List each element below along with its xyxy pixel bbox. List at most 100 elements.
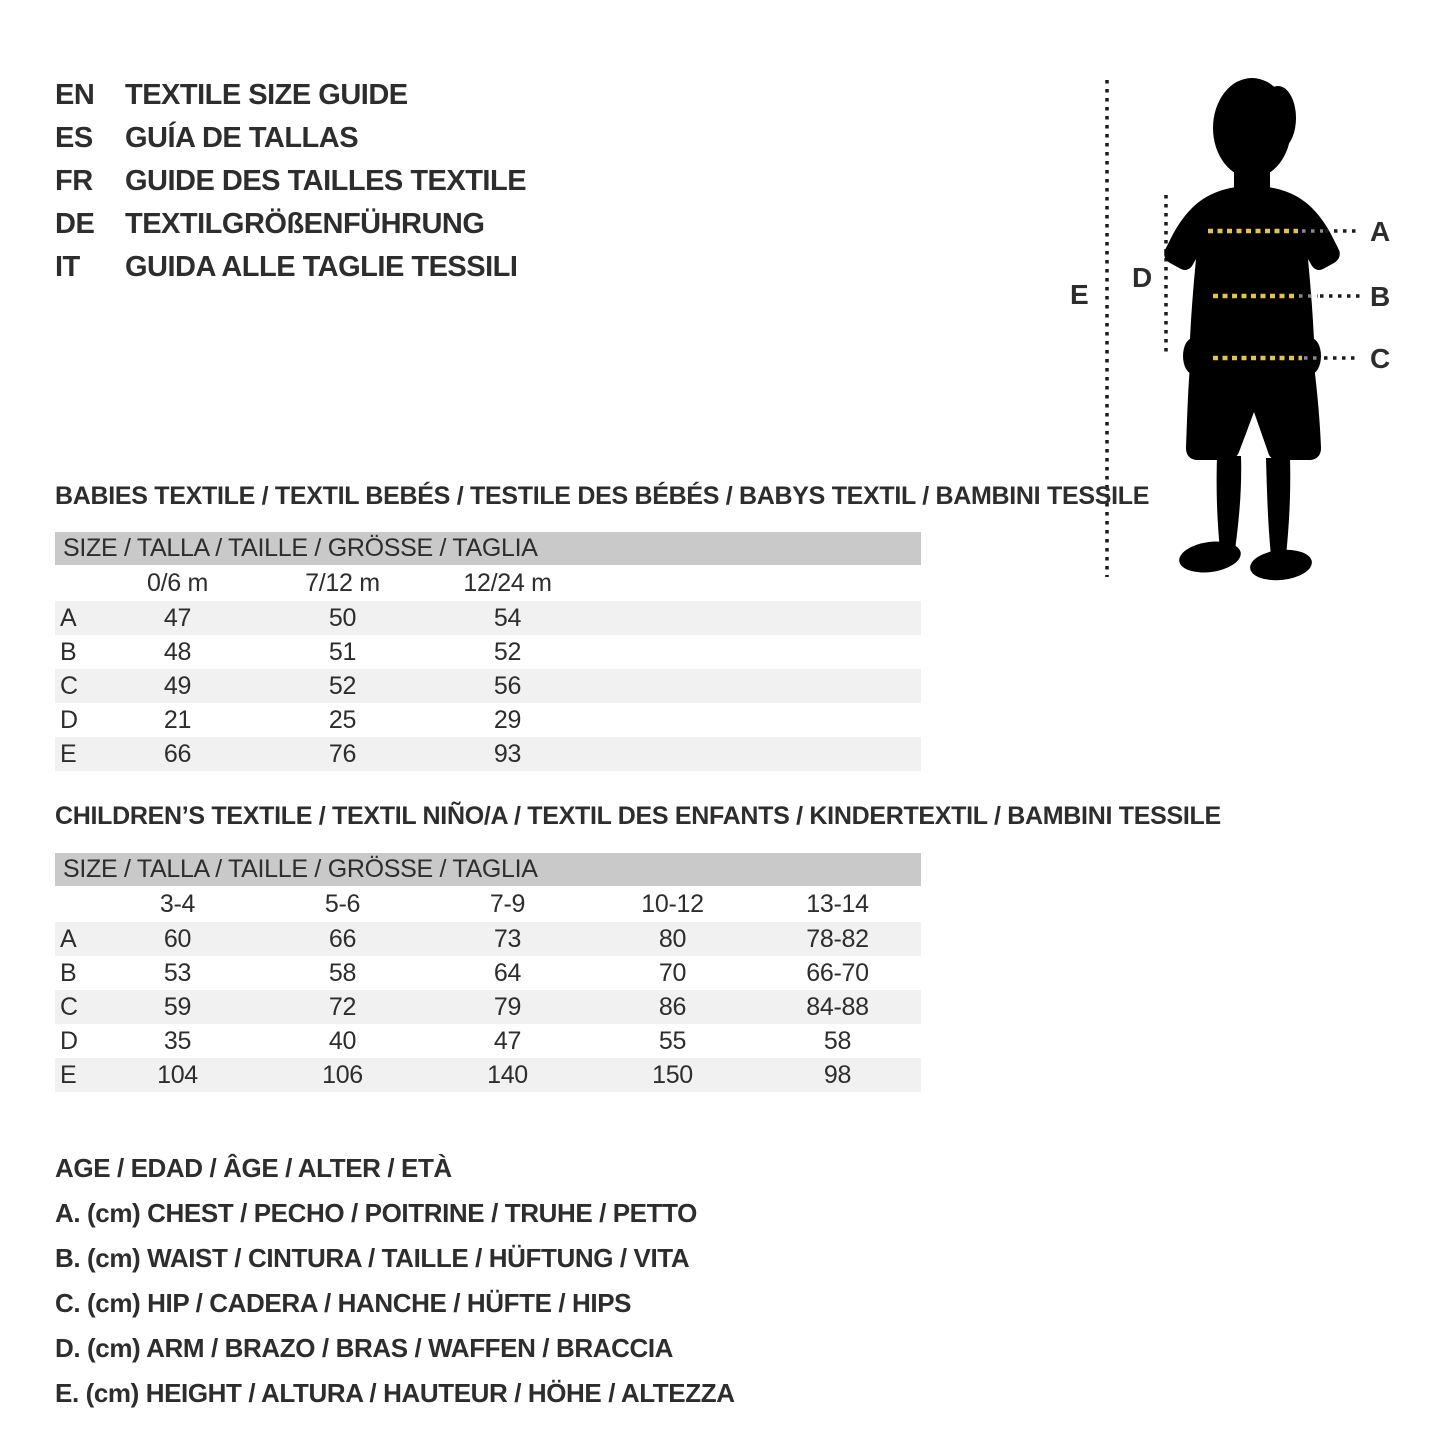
lang-row-it: IT GUIDA ALLE TAGLIE TESSILI xyxy=(55,246,526,289)
guide-title: GUIDA ALLE TAGLIE TESSILI xyxy=(125,251,518,283)
silhouette-left-shoe xyxy=(1179,541,1241,573)
table-cell: 150 xyxy=(652,1060,693,1089)
silhouette-left-leg xyxy=(1216,456,1242,550)
column-header: 5-6 xyxy=(324,889,361,918)
guide-title: TEXTILE SIZE GUIDE xyxy=(125,79,408,111)
table-cell: 49 xyxy=(163,671,192,700)
table-cell: 29 xyxy=(493,705,522,734)
column-header: 7/12 m xyxy=(305,568,380,597)
table-cell: 84-88 xyxy=(806,992,869,1021)
table-cell: 66 xyxy=(328,924,357,953)
table-row: D 21 25 29 xyxy=(55,703,921,737)
table-cell: 25 xyxy=(328,705,357,734)
size-header-bar: SIZE / TALLA / TAILLE / GRÖSSE / TAGLIA xyxy=(55,853,921,886)
silhouette-shorts xyxy=(1186,365,1321,460)
table-cell: 47 xyxy=(163,603,192,632)
table-row: A 60 66 73 80 78-82 xyxy=(55,922,921,956)
row-label: C xyxy=(60,992,79,1021)
legend-line-age: AGE / EDAD / ÂGE / ALTER / ETÀ xyxy=(55,1153,452,1183)
column-header: 0/6 m xyxy=(146,568,209,597)
table-cell: 80 xyxy=(658,924,687,953)
table-cell: 50 xyxy=(328,603,357,632)
silhouette-hair xyxy=(1260,86,1296,150)
table-cell: 52 xyxy=(493,637,522,666)
table-row: B 53 58 64 70 66-70 xyxy=(55,956,921,990)
table-cell: 55 xyxy=(658,1026,687,1055)
table-cell: 66-70 xyxy=(806,958,869,987)
table-cell: 106 xyxy=(322,1060,363,1089)
row-label: E xyxy=(60,739,77,768)
marker-label-d: D xyxy=(1132,262,1152,293)
guide-title: GUÍA DE TALLAS xyxy=(125,122,359,154)
table-cell: 53 xyxy=(163,958,192,987)
table-cell: 78-82 xyxy=(806,924,869,953)
table-cell: 66 xyxy=(163,739,192,768)
column-header: 10-12 xyxy=(641,889,704,918)
table-cell: 54 xyxy=(493,603,522,632)
silhouette-right-leg xyxy=(1266,458,1291,556)
table-row: D 35 40 47 55 58 xyxy=(55,1024,921,1058)
table-cell: 59 xyxy=(163,992,192,1021)
row-label: B xyxy=(60,637,77,666)
row-label: A xyxy=(60,603,77,632)
table-cell: 60 xyxy=(163,924,192,953)
legend-line-chest: A. (cm) CHEST / PECHO / POITRINE / TRUHE… xyxy=(55,1198,697,1228)
table-cell: 93 xyxy=(493,739,522,768)
table-row: C 59 72 79 86 84-88 xyxy=(55,990,921,1024)
lang-row-es: ES GUÍA DE TALLAS xyxy=(55,117,526,160)
babies-table-title: BABIES TEXTILE / TEXTIL BEBÉS / TESTILE … xyxy=(55,482,1150,510)
column-header: 13-14 xyxy=(806,889,869,918)
lang-row-de: DE TEXTILGRÖßENFÜHRUNG xyxy=(55,203,526,246)
row-label: D xyxy=(60,705,79,734)
table-row: E 104 106 140 150 98 xyxy=(55,1058,921,1092)
table-cell: 47 xyxy=(493,1026,522,1055)
measurement-legend: AGE / EDAD / ÂGE / ALTER / ETÀ A. (cm) C… xyxy=(55,1146,735,1416)
lang-code: ES xyxy=(55,122,93,154)
babies-size-table: SIZE / TALLA / TAILLE / GRÖSSE / TAGLIA … xyxy=(55,532,921,771)
table-cell: 58 xyxy=(328,958,357,987)
table-cell: 140 xyxy=(487,1060,528,1089)
table-cell: 86 xyxy=(658,992,687,1021)
table-cell: 35 xyxy=(163,1026,192,1055)
table-cell: 104 xyxy=(157,1060,198,1089)
guide-title: TEXTILGRÖßENFÜHRUNG xyxy=(125,208,485,240)
column-header: 12/24 m xyxy=(463,568,552,597)
column-header-row: 3-4 5-6 7-9 10-12 13-14 xyxy=(55,886,921,922)
lang-code: FR xyxy=(55,165,93,197)
legend-line-waist: B. (cm) WAIST / CINTURA / TAILLE / HÜFTU… xyxy=(55,1243,690,1273)
legend-line-arm: D. (cm) ARM / BRAZO / BRAS / WAFFEN / BR… xyxy=(55,1333,674,1363)
legend-line-height: E. (cm) HEIGHT / ALTURA / HAUTEUR / HÖHE… xyxy=(55,1378,735,1408)
silhouette-right-shoe xyxy=(1250,549,1312,581)
table-cell: 73 xyxy=(493,924,522,953)
table-cell: 70 xyxy=(658,958,687,987)
lang-code: IT xyxy=(55,251,80,283)
lang-row-en: EN TEXTILE SIZE GUIDE xyxy=(55,74,526,117)
table-cell: 98 xyxy=(823,1060,852,1089)
column-header-row: 0/6 m 7/12 m 12/24 m xyxy=(55,565,921,601)
children-size-table: SIZE / TALLA / TAILLE / GRÖSSE / TAGLIA … xyxy=(55,853,921,1092)
table-row: A 47 50 54 xyxy=(55,601,921,635)
table-row: B 48 51 52 xyxy=(55,635,921,669)
table-cell: 76 xyxy=(328,739,357,768)
guide-title: GUIDE DES TAILLES TEXTILE xyxy=(125,165,527,197)
table-cell: 56 xyxy=(493,671,522,700)
language-header: EN TEXTILE SIZE GUIDE ES GUÍA DE TALLAS … xyxy=(55,74,527,289)
table-row: C 49 52 56 xyxy=(55,669,921,703)
table-cell: 64 xyxy=(493,958,522,987)
children-table-title: CHILDREN’S TEXTILE / TEXTIL NIÑO/A / TEX… xyxy=(55,802,1221,830)
marker-label-c: C xyxy=(1370,343,1390,374)
row-label: A xyxy=(60,924,77,953)
table-cell: 51 xyxy=(328,637,357,666)
table-cell: 52 xyxy=(328,671,357,700)
legend-line-hip: C. (cm) HIP / CADERA / HANCHE / HÜFTE / … xyxy=(55,1288,632,1318)
column-header: 7-9 xyxy=(489,889,526,918)
table-cell: 79 xyxy=(493,992,522,1021)
lang-code: EN xyxy=(55,79,95,111)
row-label: E xyxy=(60,1060,77,1089)
marker-label-b: B xyxy=(1370,281,1390,312)
table-cell: 58 xyxy=(823,1026,852,1055)
child-silhouette-figure: A B C D E xyxy=(1070,78,1390,581)
table-cell: 72 xyxy=(328,992,357,1021)
lang-row-fr: FR GUIDE DES TAILLES TEXTILE xyxy=(55,160,527,203)
